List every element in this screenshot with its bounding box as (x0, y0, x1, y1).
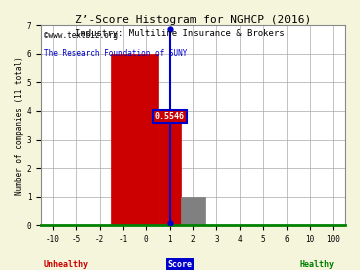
Text: 0.5546: 0.5546 (155, 112, 185, 121)
Text: Industry: Multiline Insurance & Brokers: Industry: Multiline Insurance & Brokers (75, 29, 285, 38)
Title: Z’-Score Histogram for NGHCP (2016): Z’-Score Histogram for NGHCP (2016) (75, 15, 311, 25)
Text: Healthy: Healthy (300, 260, 335, 269)
Text: Score: Score (167, 260, 193, 269)
Y-axis label: Number of companies (11 total): Number of companies (11 total) (15, 56, 24, 195)
Bar (158, 111, 181, 225)
Text: Score: Score (167, 260, 193, 269)
Bar (111, 54, 158, 225)
Text: ©www.textbiz.org: ©www.textbiz.org (44, 31, 118, 40)
Bar (181, 197, 205, 225)
Text: Unhealthy: Unhealthy (43, 260, 88, 269)
Text: The Research Foundation of SUNY: The Research Foundation of SUNY (44, 49, 188, 58)
